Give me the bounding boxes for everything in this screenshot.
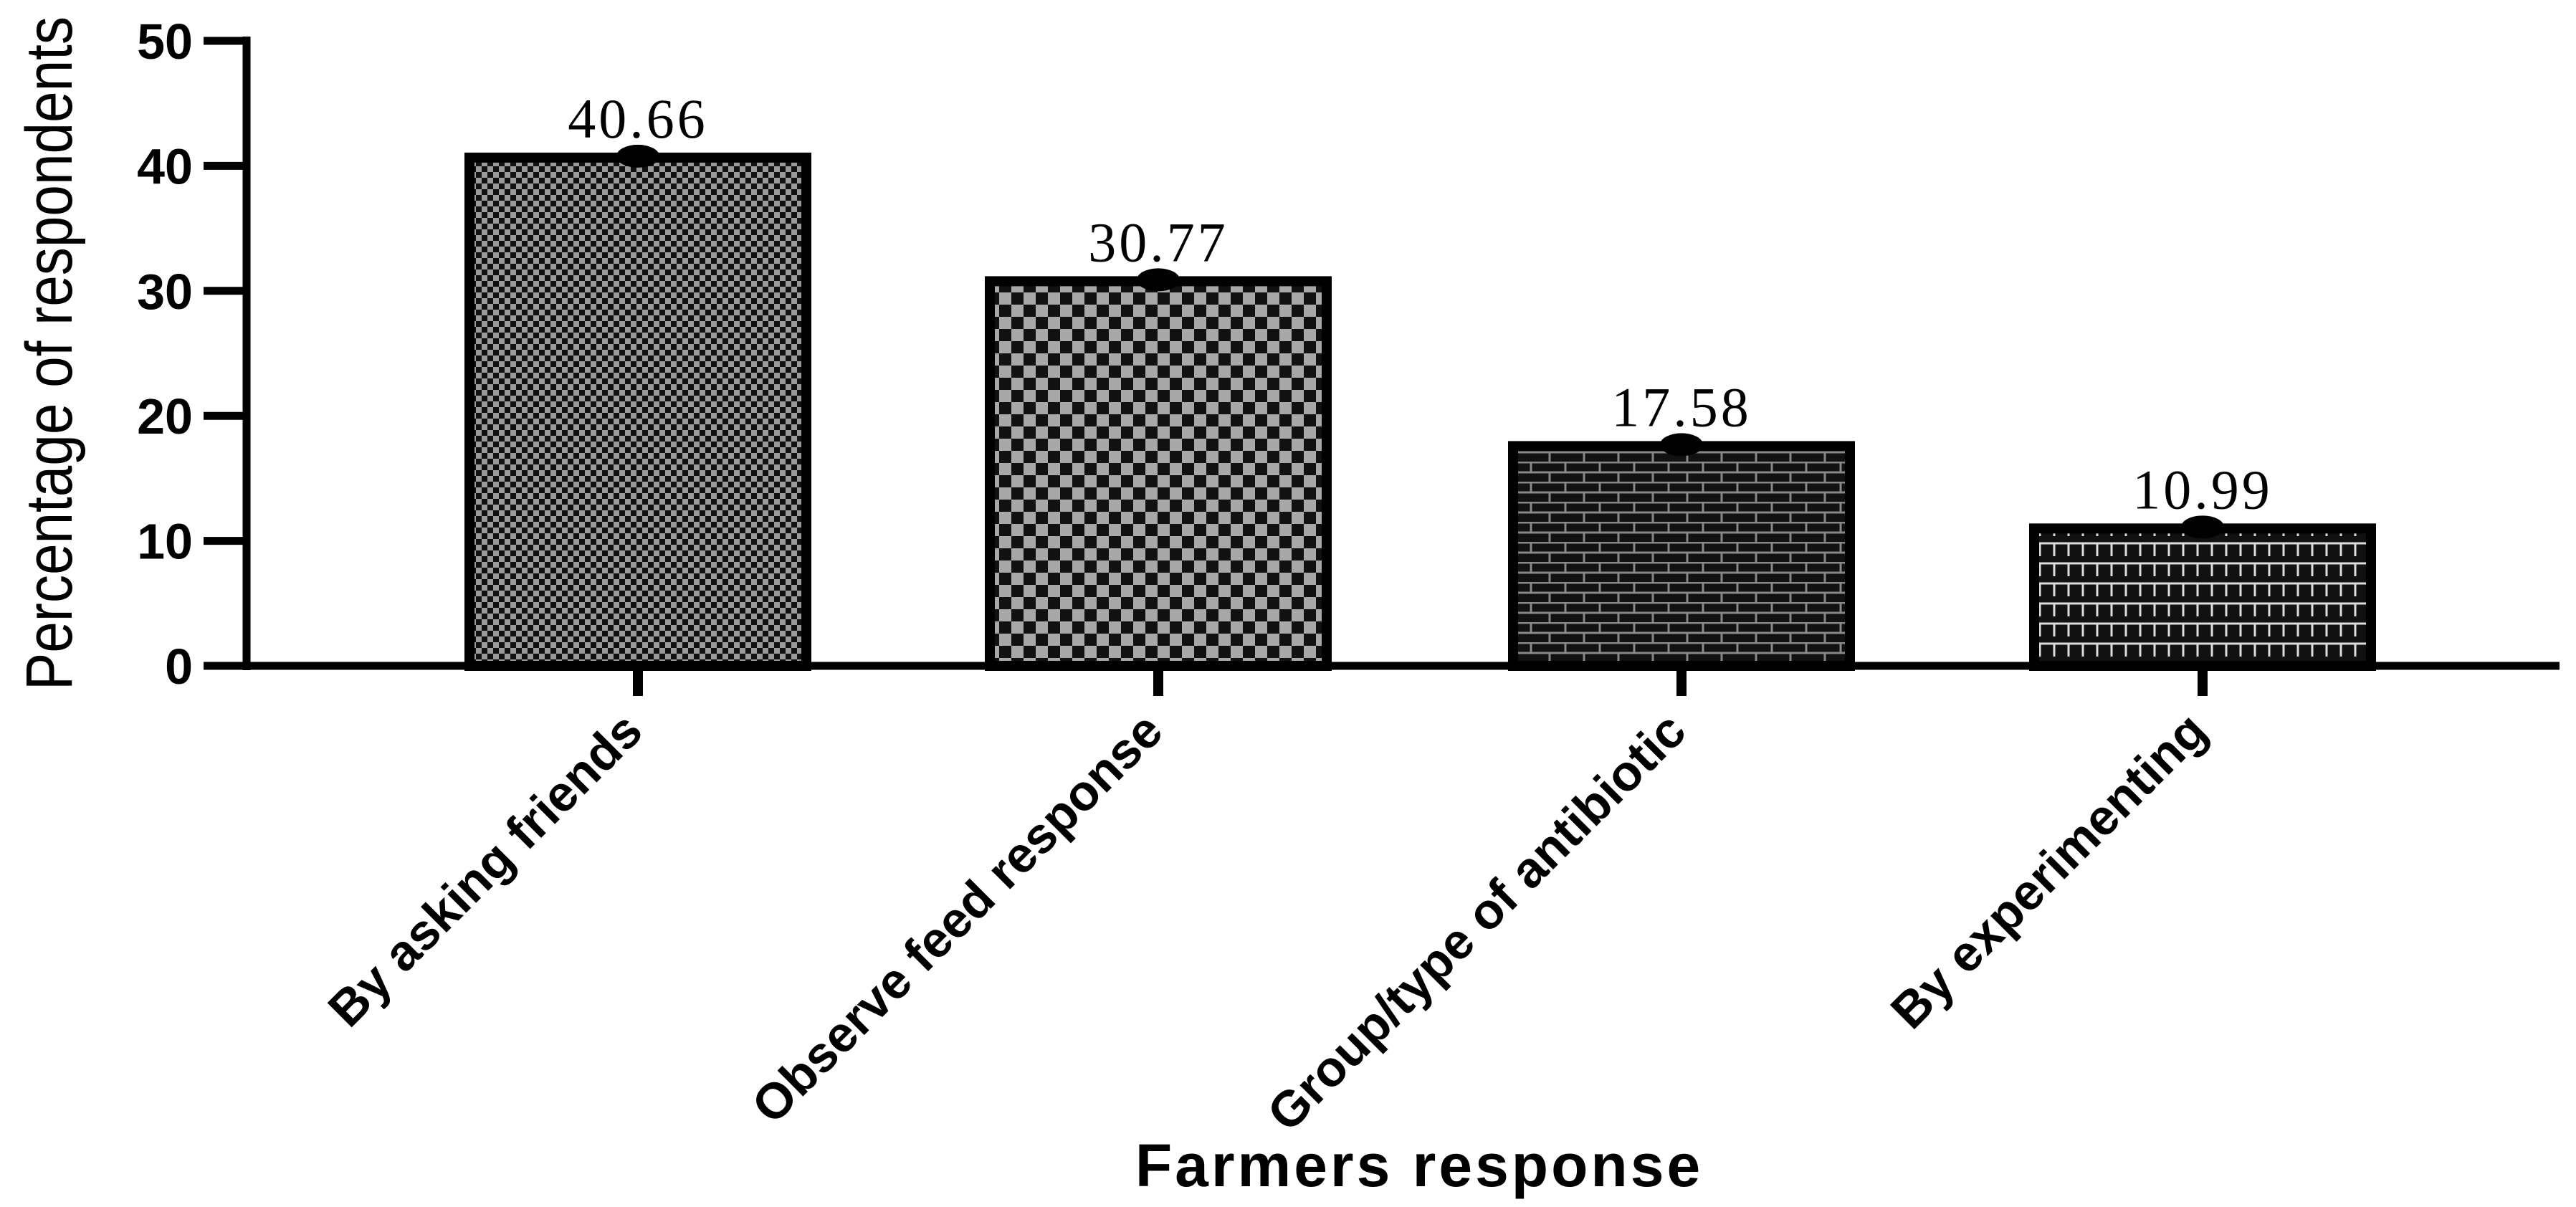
x-tick-label: By asking friends [318, 702, 653, 1037]
x-axis-title: Farmers response [1135, 1132, 1703, 1199]
x-tick-label: Group/type of antibiotic [1256, 702, 1696, 1141]
bar-cap [2181, 515, 2224, 539]
bar-cap [1137, 268, 1180, 292]
bar [985, 276, 1332, 671]
bar-cap [616, 144, 659, 168]
value-label: 10.99 [2132, 458, 2273, 520]
y-axis-title: Percentage of respondents [13, 16, 86, 690]
value-label: 30.77 [1088, 211, 1229, 273]
bar [1508, 441, 1855, 671]
x-tick-label: Observe feed response [741, 702, 1173, 1134]
y-tick-label: 10 [137, 514, 193, 570]
bar [464, 152, 811, 672]
value-label: 17.58 [1611, 376, 1752, 438]
x-tick-label: By experimenting [1880, 702, 2218, 1039]
value-label: 40.66 [568, 87, 708, 150]
bar-cap [1660, 433, 1703, 457]
y-tick-label: 50 [137, 14, 193, 70]
y-tick-label: 20 [137, 388, 193, 444]
y-tick-label: 30 [137, 264, 193, 320]
y-tick-label: 0 [165, 639, 193, 695]
y-tick-label: 40 [137, 138, 193, 194]
bar [2029, 523, 2376, 672]
